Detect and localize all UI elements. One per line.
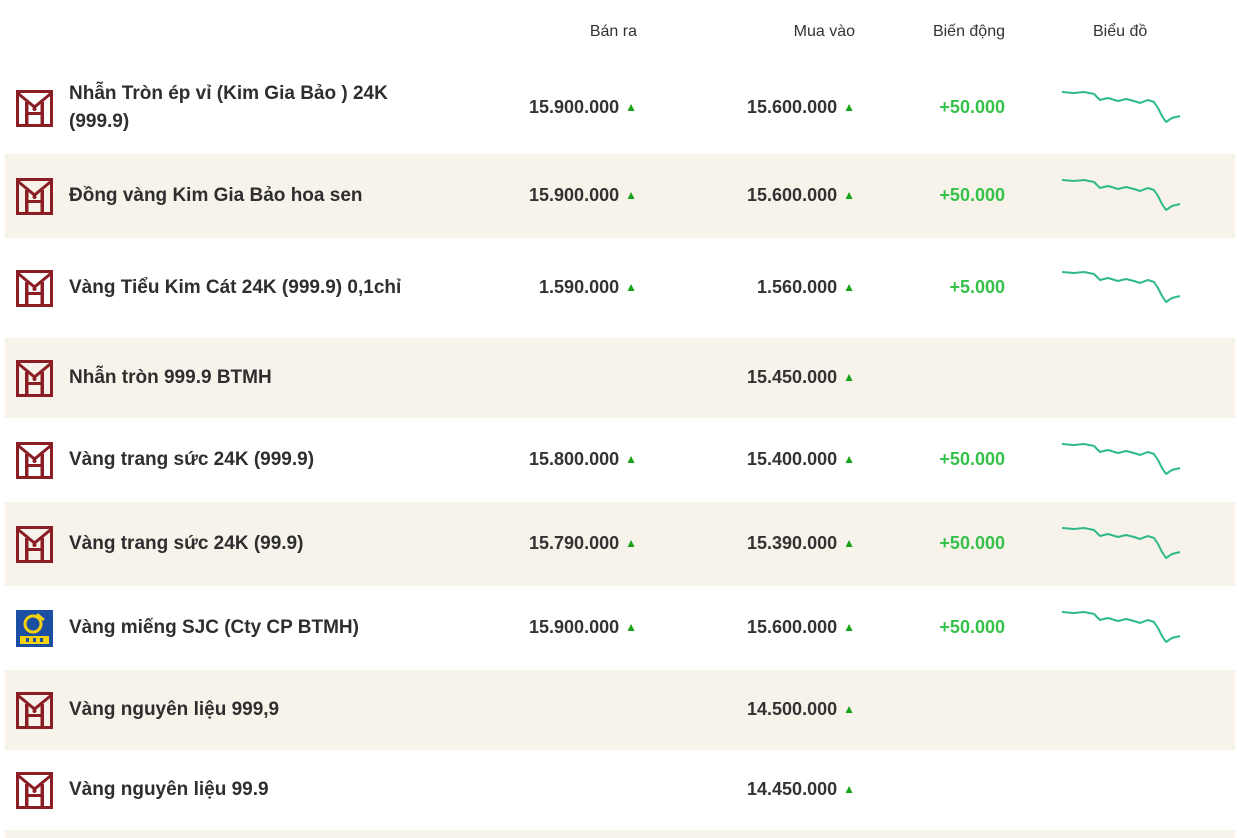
sell-price-value: 1.590.000 <box>539 277 620 297</box>
price-sparkline-chart[interactable] <box>1060 86 1185 132</box>
price-change: +50.000 <box>939 617 1005 637</box>
btmh-logo-icon <box>16 177 53 215</box>
buy-price: 15.600.000 ▲ <box>747 185 855 206</box>
btmh-logo-icon <box>16 691 53 729</box>
btmh-logo-icon <box>16 771 53 809</box>
column-header-change: Biến động <box>932 23 1005 40</box>
price-change: +50.000 <box>939 97 1005 117</box>
up-arrow-icon: ▲ <box>843 782 855 796</box>
table-row: Vàng nguyên liệu 999,9 14.500.000 ▲ <box>5 670 1235 750</box>
up-arrow-icon: ▲ <box>843 452 855 466</box>
sell-price-value: 15.900.000 <box>529 617 620 637</box>
product-name: Vàng nguyên liệu 99.9 <box>69 779 269 800</box>
btmh-logo-icon <box>16 269 53 307</box>
buy-price-value: 14.500.000 <box>747 699 838 719</box>
table-row <box>5 830 1235 838</box>
table-row: Vàng nguyên liệu 99.9 14.450.000 ▲ <box>5 750 1235 830</box>
up-arrow-icon: ▲ <box>625 620 637 634</box>
buy-price: 14.500.000 ▲ <box>747 699 855 720</box>
product-name: Vàng trang sức 24K (99.9) <box>69 533 304 554</box>
product-name: Vàng miếng SJC (Cty CP BTMH) <box>69 617 359 638</box>
sell-price-value: 15.900.000 <box>529 185 620 205</box>
btmh-logo-icon <box>16 441 53 479</box>
sell-price: 1.590.000 ▲ <box>539 277 637 298</box>
column-header-buy: Mua vào <box>793 23 855 40</box>
up-arrow-icon: ▲ <box>625 100 637 114</box>
buy-price-value: 15.450.000 <box>747 367 838 387</box>
price-sparkline-chart[interactable] <box>1060 438 1185 484</box>
table-header: Bán ra Mua vào Biến động Biểu đồ <box>0 0 1250 62</box>
up-arrow-icon: ▲ <box>843 370 855 384</box>
product-name: Nhẫn Tròn ép vỉ (Kim Gia Bảo ) 24K (999.… <box>69 83 388 132</box>
up-arrow-icon: ▲ <box>843 536 855 550</box>
price-change: +50.000 <box>939 449 1005 469</box>
buy-price: 14.450.000 ▲ <box>747 779 855 800</box>
table-row: Nhẫn Tròn ép vỉ (Kim Gia Bảo ) 24K (999.… <box>5 62 1235 154</box>
sell-price: 15.900.000 ▲ <box>529 97 637 118</box>
table-row: Đồng vàng Kim Gia Bảo hoa sen 15.900.000 ▲… <box>5 154 1235 238</box>
sell-price: 15.900.000 ▲ <box>529 617 637 638</box>
buy-price: 15.450.000 ▲ <box>747 367 855 388</box>
up-arrow-icon: ▲ <box>625 280 637 294</box>
up-arrow-icon: ▲ <box>843 188 855 202</box>
sjc-logo-icon <box>16 609 53 647</box>
up-arrow-icon: ▲ <box>843 702 855 716</box>
buy-price-value: 15.400.000 <box>747 449 838 469</box>
table-row: Vàng trang sức 24K (99.9) 15.790.000 ▲ 15.3… <box>5 502 1235 586</box>
price-sparkline-chart[interactable] <box>1060 522 1185 568</box>
buy-price: 15.390.000 ▲ <box>747 533 855 554</box>
table-row: Nhẫn tròn 999.9 BTMH 15.450.000 ▲ <box>5 338 1235 418</box>
table-row: Vàng trang sức 24K (999.9) 15.800.000 ▲ 15.… <box>5 418 1235 502</box>
sell-price: 15.900.000 ▲ <box>529 185 637 206</box>
column-header-sell: Bán ra <box>589 23 637 40</box>
gold-price-table: Nhẫn Tròn ép vỉ (Kim Gia Bảo ) 24K (999.… <box>5 62 1235 838</box>
btmh-logo-icon <box>16 89 53 127</box>
table-row: Vàng Tiểu Kim Cát 24K (999.9) 0,1chỉ 1.59… <box>5 238 1235 338</box>
btmh-logo-icon <box>16 525 53 563</box>
up-arrow-icon: ▲ <box>843 280 855 294</box>
buy-price-value: 1.560.000 <box>757 277 838 297</box>
btmh-logo-icon <box>16 359 53 397</box>
product-name: Vàng nguyên liệu 999,9 <box>69 699 280 720</box>
up-arrow-icon: ▲ <box>625 536 637 550</box>
price-change: +50.000 <box>939 185 1005 205</box>
product-name: Vàng trang sức 24K (999.9) <box>69 449 315 470</box>
price-sparkline-chart[interactable] <box>1060 266 1185 312</box>
sell-price-value: 15.790.000 <box>529 533 620 553</box>
buy-price: 1.560.000 ▲ <box>757 277 855 298</box>
sell-price: 15.800.000 ▲ <box>529 449 637 470</box>
buy-price-value: 15.600.000 <box>747 97 838 117</box>
buy-price: 15.600.000 ▲ <box>747 97 855 118</box>
table-row: Vàng miếng SJC (Cty CP BTMH) 15.900.000 ▲ 1… <box>5 586 1235 670</box>
price-sparkline-chart[interactable] <box>1060 606 1185 652</box>
price-change: +5.000 <box>949 277 1005 297</box>
buy-price-value: 15.390.000 <box>747 533 838 553</box>
up-arrow-icon: ▲ <box>625 452 637 466</box>
column-header-chart: Biểu đồ <box>1093 23 1148 40</box>
buy-price-value: 14.450.000 <box>747 779 838 799</box>
up-arrow-icon: ▲ <box>843 620 855 634</box>
buy-price: 15.400.000 ▲ <box>747 449 855 470</box>
up-arrow-icon: ▲ <box>625 188 637 202</box>
product-name: Đồng vàng Kim Gia Bảo hoa sen <box>69 185 363 206</box>
price-sparkline-chart[interactable] <box>1060 174 1185 220</box>
buy-price-value: 15.600.000 <box>747 185 838 205</box>
price-change: +50.000 <box>939 533 1005 553</box>
up-arrow-icon: ▲ <box>843 100 855 114</box>
buy-price: 15.600.000 ▲ <box>747 617 855 638</box>
product-name: Vàng Tiểu Kim Cát 24K (999.9) 0,1chỉ <box>69 277 402 298</box>
sell-price: 15.790.000 ▲ <box>529 533 637 554</box>
product-name: Nhẫn tròn 999.9 BTMH <box>69 367 272 388</box>
buy-price-value: 15.600.000 <box>747 617 838 637</box>
sell-price-value: 15.800.000 <box>529 449 620 469</box>
sell-price-value: 15.900.000 <box>529 97 620 117</box>
